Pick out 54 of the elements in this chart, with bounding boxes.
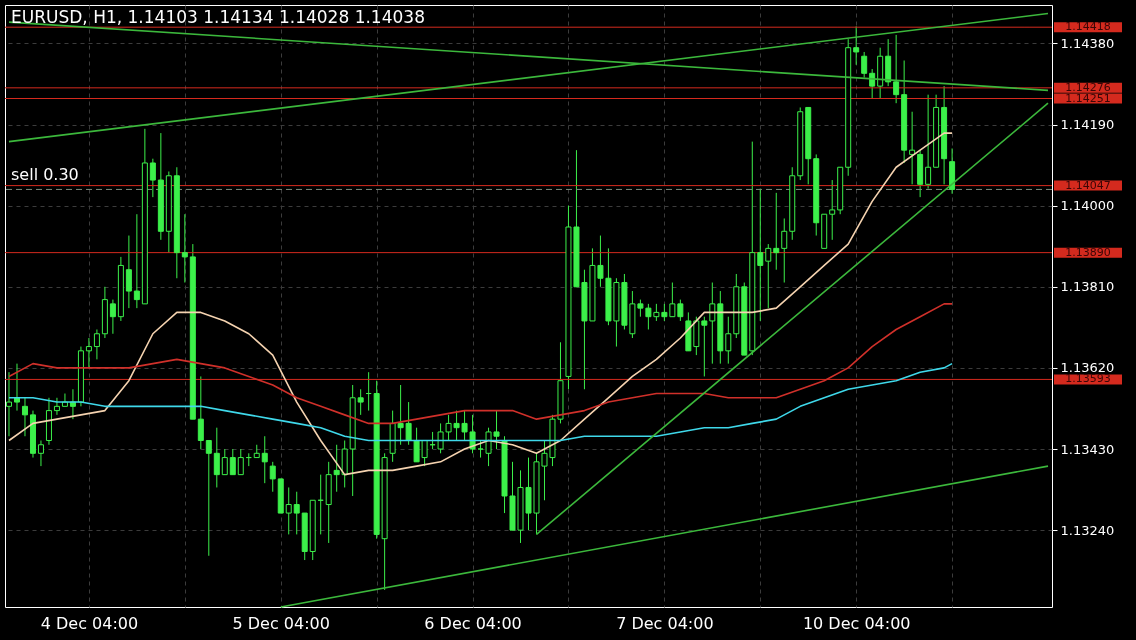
candlestick [293, 491, 300, 535]
candlestick [261, 435, 268, 484]
candlestick [701, 316, 708, 377]
candlestick [125, 235, 132, 309]
y-tick-label: 1.14000 [1060, 198, 1115, 214]
chart-title: EURUSD, H1, 1.14103 1.14134 1.14028 1.14038 [11, 7, 425, 27]
candlestick [333, 444, 340, 493]
candlestick [229, 448, 236, 476]
ref-line-label: 1.14251 [1065, 91, 1111, 105]
ref-line-label: 1.14047 [1065, 178, 1111, 192]
candlestick [709, 282, 716, 365]
candlestick [269, 461, 276, 493]
candlestick [85, 337, 92, 369]
candlestick [773, 192, 780, 271]
candlestick [21, 397, 28, 437]
annotation: sell 0.30 [11, 164, 79, 184]
candlestick [53, 397, 60, 416]
candlestick [357, 388, 364, 416]
y-tick-label: 1.14190 [1060, 117, 1115, 133]
candlestick [725, 316, 732, 365]
candlestick [829, 179, 836, 241]
line-series [8, 132, 953, 476]
x-tick-label: 7 Dec 04:00 [616, 613, 714, 633]
candlestick [285, 486, 292, 535]
ref-line-label: 1.14418 [1065, 20, 1111, 34]
y-tick-label: 1.13240 [1060, 522, 1115, 538]
y-tick-label: 1.14380 [1060, 35, 1115, 51]
candlestick [893, 34, 900, 104]
ref-line-label: 1.14276 [1065, 80, 1111, 94]
candlestick [861, 51, 868, 79]
candlestick [6, 371, 12, 437]
y-tick-label: 1.13810 [1060, 279, 1115, 295]
candlestick [109, 299, 116, 335]
candlestick [149, 158, 156, 198]
candlestick [93, 328, 100, 360]
candlestick [213, 427, 220, 488]
x-tick-label: 10 Dec 04:00 [802, 613, 911, 633]
candlestick [133, 213, 140, 309]
candlestick [197, 375, 204, 450]
candlestick [221, 448, 228, 476]
ref-line-label: 1.13890 [1065, 245, 1111, 259]
candlestick [781, 217, 788, 284]
x-tick-label: 6 Dec 04:00 [424, 613, 522, 633]
candlestick [181, 213, 188, 284]
candlestick [205, 439, 212, 557]
candlestick [765, 243, 772, 309]
candlestick [853, 25, 860, 66]
y-tick-label: 1.13430 [1060, 441, 1115, 457]
x-tick-label: 4 Dec 04:00 [40, 613, 139, 633]
candlestick [37, 439, 44, 467]
x-tick-label: 5 Dec 04:00 [232, 613, 330, 633]
candlestick [757, 188, 764, 322]
candlestick [237, 448, 244, 476]
candlestick [925, 94, 932, 190]
